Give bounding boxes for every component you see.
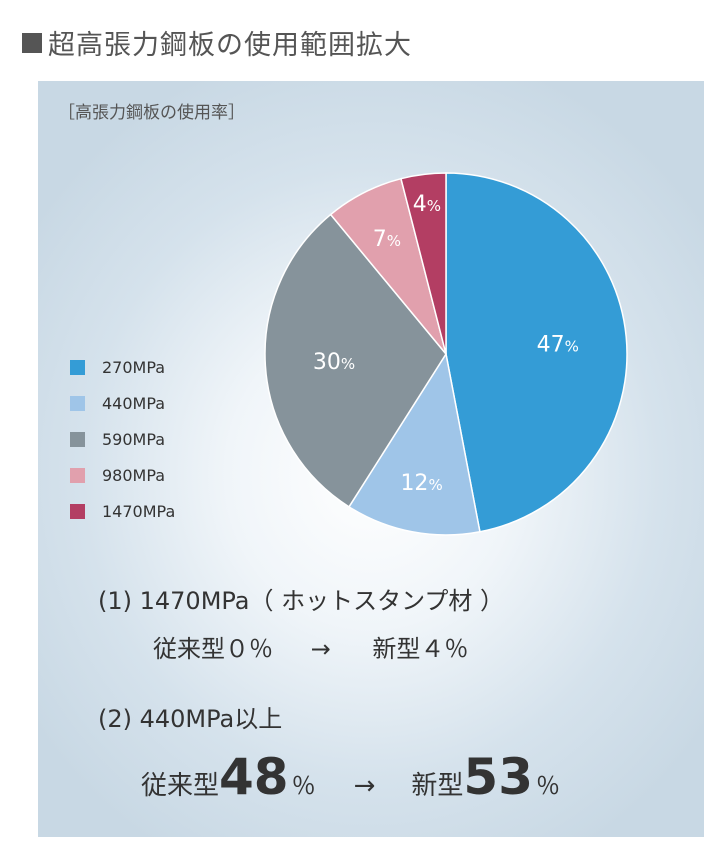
note-hotstamp-change: 従来型０％ → 新型４％	[153, 629, 468, 664]
legend-swatch-980	[70, 467, 85, 483]
legend-item: 980MPa	[70, 457, 175, 493]
legend-label: 1470MPa	[102, 501, 176, 521]
legend-swatch-590	[70, 431, 85, 447]
legend-swatch-440	[70, 395, 85, 411]
pie-label-440MPa: 12%	[400, 471, 442, 496]
legend-item: 270MPa	[70, 349, 175, 385]
legend-swatch-270	[70, 359, 85, 375]
note-440-above: (2) 440MPa以上	[98, 705, 283, 733]
pie-slice-590MPa	[264, 213, 447, 508]
pie-slices	[264, 172, 628, 536]
chart-legend: 270MPa 440MPa 590MPa 980MPa 1470MPa	[70, 349, 175, 529]
note-old-big-value: 48	[219, 748, 289, 806]
legend-item: 440MPa	[70, 385, 175, 421]
note-new-big-value: 53	[463, 748, 534, 806]
legend-item: 1470MPa	[70, 493, 175, 529]
pie-label-590MPa: 30%	[313, 350, 355, 375]
arrow-icon: →	[353, 771, 376, 801]
note-old-percent: ％	[291, 772, 316, 800]
note-hotstamp: (1) 1470MPa（ ホットスタンプ材 ）	[98, 587, 505, 615]
legend-label: 590MPa	[102, 429, 166, 449]
note-440-change: 従来型 48 ％ → 新型 53 ％	[141, 748, 560, 814]
note-new-label: 新型	[411, 771, 464, 801]
pie-label-980MPa: 7%	[373, 227, 401, 252]
title-square-icon	[22, 33, 42, 53]
note-new-percent: ％	[536, 772, 561, 800]
note-new-value: 新型４％	[372, 635, 469, 663]
pie-slice-440MPa	[347, 351, 481, 536]
note-old-label: 従来型	[141, 771, 220, 801]
pie-labels: 47% 12% 30% 7% 4%	[313, 192, 579, 496]
legend-label: 440MPa	[102, 393, 166, 413]
legend-swatch-1470	[70, 503, 85, 519]
pie-slice-1470MPa	[400, 172, 447, 355]
chart-title: ［高張力鋼板の使用率］	[58, 103, 245, 123]
pie-slice-270MPa	[445, 172, 628, 533]
legend-item: 590MPa	[70, 421, 175, 457]
pie-label-1470MPa: 4%	[413, 192, 441, 217]
note-old-value: 従来型０％	[153, 635, 273, 663]
legend-label: 980MPa	[102, 465, 166, 485]
pie-label-270MPa: 47%	[537, 332, 579, 357]
legend-label: 270MPa	[102, 357, 166, 377]
arrow-icon: →	[310, 635, 331, 663]
title-text: 超高張力鋼板の使用範囲拡大	[48, 29, 412, 61]
page-title: 超高張力鋼板の使用範囲拡大	[22, 22, 412, 62]
